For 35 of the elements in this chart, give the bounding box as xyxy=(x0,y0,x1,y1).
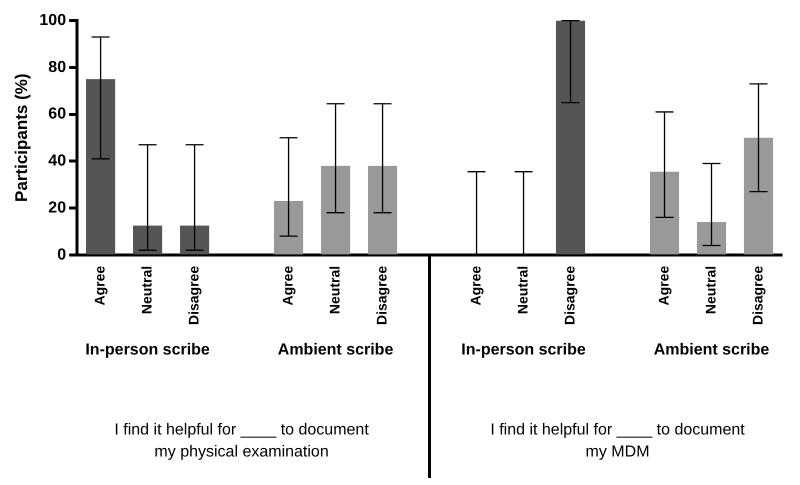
y-tick-label: 100 xyxy=(39,12,66,30)
text: In-person scribe xyxy=(85,341,210,358)
text: Ambient scribe xyxy=(654,341,770,358)
bar xyxy=(650,172,680,254)
text: In-person scribe xyxy=(461,341,586,358)
bar xyxy=(744,138,774,254)
bar xyxy=(133,226,162,254)
text: Ambient scribe xyxy=(278,341,394,358)
y-tick-label: 20 xyxy=(48,199,66,216)
x-tick-label: Agree xyxy=(279,266,296,306)
x-tick-label: Neutral xyxy=(138,266,154,314)
y-axis-title: Participants (%) xyxy=(12,73,31,202)
x-tick-label: Neutral xyxy=(702,266,718,314)
bar xyxy=(180,226,210,254)
bar xyxy=(368,166,398,254)
bar xyxy=(320,166,350,254)
y-tick-label: 0 xyxy=(57,246,66,264)
bar xyxy=(696,222,726,254)
x-tick-label: Disagree xyxy=(373,266,390,326)
y-tick-label: 40 xyxy=(48,152,66,170)
x-tick-label: Agree xyxy=(655,266,672,306)
y-tick-label: 80 xyxy=(48,58,66,76)
x-tick-label: Agree xyxy=(467,266,484,306)
x-tick-label: Agree xyxy=(91,266,108,306)
text: I find it helpful for ____ to document my MDM xyxy=(490,421,746,460)
bar xyxy=(274,200,304,254)
text: I find it helpful for ____ to document my physical examination xyxy=(114,421,370,460)
x-tick-label: Neutral xyxy=(514,266,530,314)
y-tick-label: 60 xyxy=(48,106,66,123)
x-tick-label: Disagree xyxy=(749,266,766,326)
bar xyxy=(86,79,116,254)
x-tick-label: Neutral xyxy=(326,266,342,314)
bar xyxy=(556,20,586,254)
x-tick-label: Disagree xyxy=(185,266,202,326)
x-tick-label: Disagree xyxy=(561,266,578,326)
